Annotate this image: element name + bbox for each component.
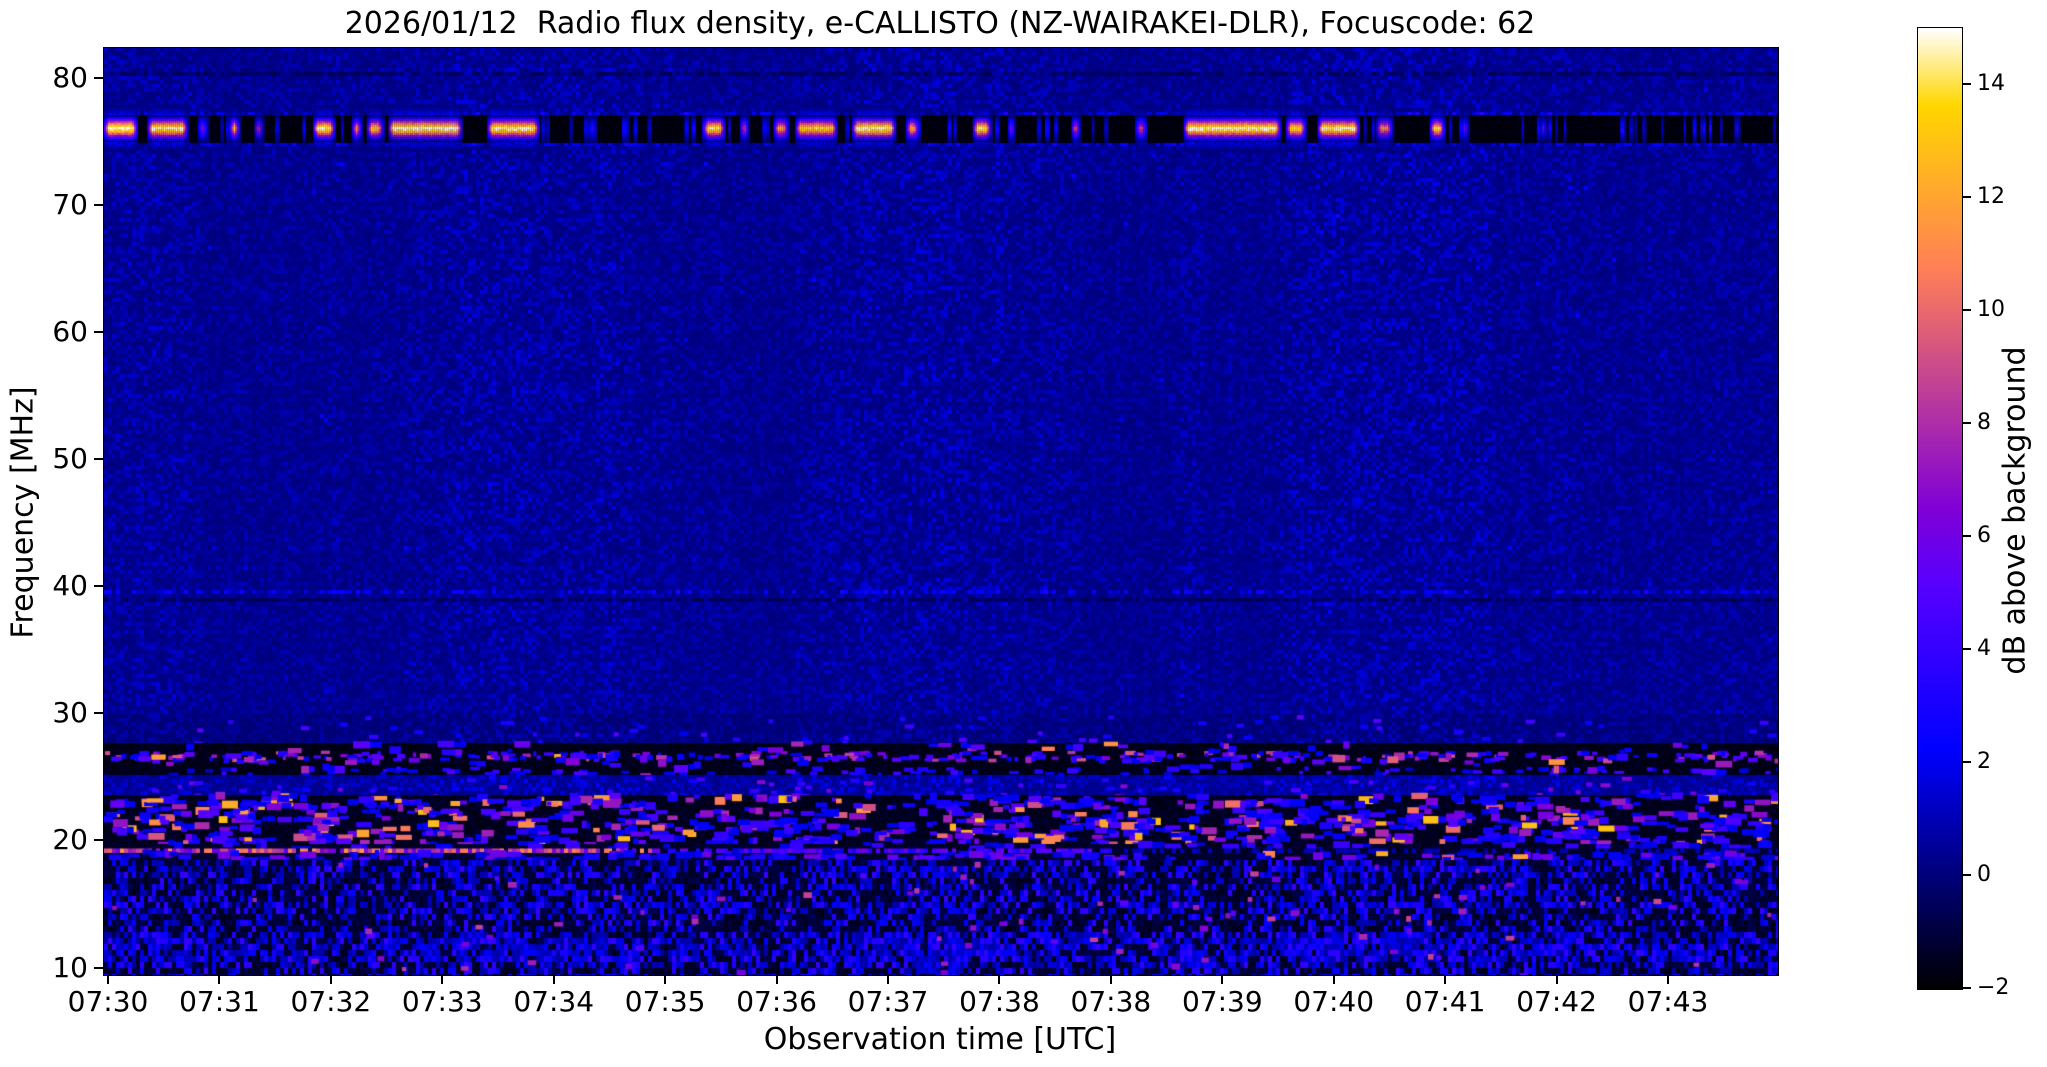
x-tick-label: 07:38 bbox=[1070, 985, 1152, 1018]
x-tick-mark bbox=[552, 975, 555, 984]
colorbar-tick-mark bbox=[1963, 195, 1971, 198]
x-tick-label: 07:43 bbox=[1627, 985, 1709, 1018]
y-tick-mark bbox=[94, 966, 103, 969]
colorbar-tick-label: 8 bbox=[1977, 409, 1991, 435]
colorbar-tick-label: 2 bbox=[1977, 748, 1991, 774]
x-tick-mark bbox=[329, 975, 332, 984]
plot-area bbox=[103, 47, 1779, 976]
colorbar-tick-mark bbox=[1963, 760, 1971, 763]
x-tick-label: 07:32 bbox=[290, 985, 372, 1018]
x-tick-mark bbox=[1109, 975, 1112, 984]
colorbar-tick-label: 14 bbox=[1977, 70, 2005, 96]
x-tick-label: 07:41 bbox=[1404, 985, 1486, 1018]
x-tick-mark bbox=[107, 975, 109, 984]
colorbar-tick-label: 6 bbox=[1977, 522, 1991, 548]
x-tick-mark bbox=[887, 975, 889, 984]
x-tick-mark bbox=[1667, 975, 1670, 984]
y-tick-mark bbox=[94, 712, 103, 715]
x-tick-mark bbox=[1444, 975, 1447, 984]
y-axis-label: Frequency [MHz] bbox=[5, 386, 41, 639]
spectrogram-canvas bbox=[104, 48, 1778, 975]
y-tick-label: 10 bbox=[52, 950, 88, 984]
colorbar-tick-label: 12 bbox=[1977, 183, 2005, 209]
x-tick-mark bbox=[1332, 975, 1335, 984]
x-tick-mark bbox=[664, 975, 667, 984]
y-tick-mark bbox=[94, 76, 103, 79]
x-tick-label: 07:34 bbox=[513, 985, 595, 1018]
x-tick-label: 07:40 bbox=[1293, 985, 1375, 1018]
x-tick-label: 07:33 bbox=[401, 985, 483, 1018]
x-tick-label: 07:31 bbox=[179, 985, 260, 1018]
y-tick-label: 80 bbox=[52, 60, 88, 94]
x-tick-label: 07:35 bbox=[624, 985, 706, 1018]
colorbar-tick-label: −2 bbox=[1977, 975, 2010, 1000]
colorbar-tick-mark bbox=[1963, 534, 1971, 537]
y-tick-label: 50 bbox=[52, 442, 88, 475]
x-tick-mark bbox=[1221, 975, 1224, 984]
colorbar-label: dB above background bbox=[1997, 346, 2033, 675]
y-tick-label: 40 bbox=[52, 569, 88, 603]
colorbar-tick-mark bbox=[1963, 421, 1971, 424]
colorbar-tick-label: 10 bbox=[1977, 296, 2005, 322]
y-tick-mark bbox=[94, 330, 103, 333]
y-tick-label: 30 bbox=[52, 696, 88, 730]
colorbar-tick-mark bbox=[1963, 873, 1971, 876]
x-tick-label: 07:36 bbox=[736, 985, 817, 1018]
colorbar-tick-mark bbox=[1963, 308, 1971, 311]
x-tick-label: 07:42 bbox=[1516, 985, 1597, 1018]
x-axis-label: Observation time [UTC] bbox=[763, 1022, 1117, 1057]
y-tick-mark bbox=[94, 203, 103, 206]
colorbar-tick-label: 4 bbox=[1977, 635, 1991, 661]
y-tick-label: 70 bbox=[52, 187, 88, 221]
plot-title: 2026/01/12 Radio flux density, e-CALLIST… bbox=[344, 6, 1536, 41]
colorbar-tick-mark bbox=[1963, 82, 1971, 85]
y-tick-mark bbox=[94, 839, 103, 842]
x-tick-label: 07:39 bbox=[1181, 985, 1263, 1018]
x-tick-mark bbox=[441, 975, 444, 984]
colorbar-canvas bbox=[1918, 28, 1962, 989]
x-tick-mark bbox=[775, 975, 778, 984]
y-tick-mark bbox=[94, 585, 103, 588]
colorbar-tick-mark bbox=[1963, 987, 1971, 989]
y-tick-label: 60 bbox=[52, 314, 88, 348]
x-tick-label: 07:37 bbox=[847, 985, 929, 1018]
x-tick-label: 07:38 bbox=[959, 985, 1040, 1018]
x-tick-mark bbox=[998, 975, 1001, 984]
y-tick-mark bbox=[94, 458, 103, 460]
colorbar-tick-label: 0 bbox=[1977, 861, 1991, 887]
x-tick-mark bbox=[1555, 975, 1558, 984]
y-tick-label: 20 bbox=[52, 823, 88, 857]
colorbar-tick-mark bbox=[1963, 647, 1971, 650]
colorbar bbox=[1917, 27, 1963, 990]
x-tick-label: 07:30 bbox=[67, 985, 149, 1018]
x-tick-mark bbox=[218, 975, 221, 984]
